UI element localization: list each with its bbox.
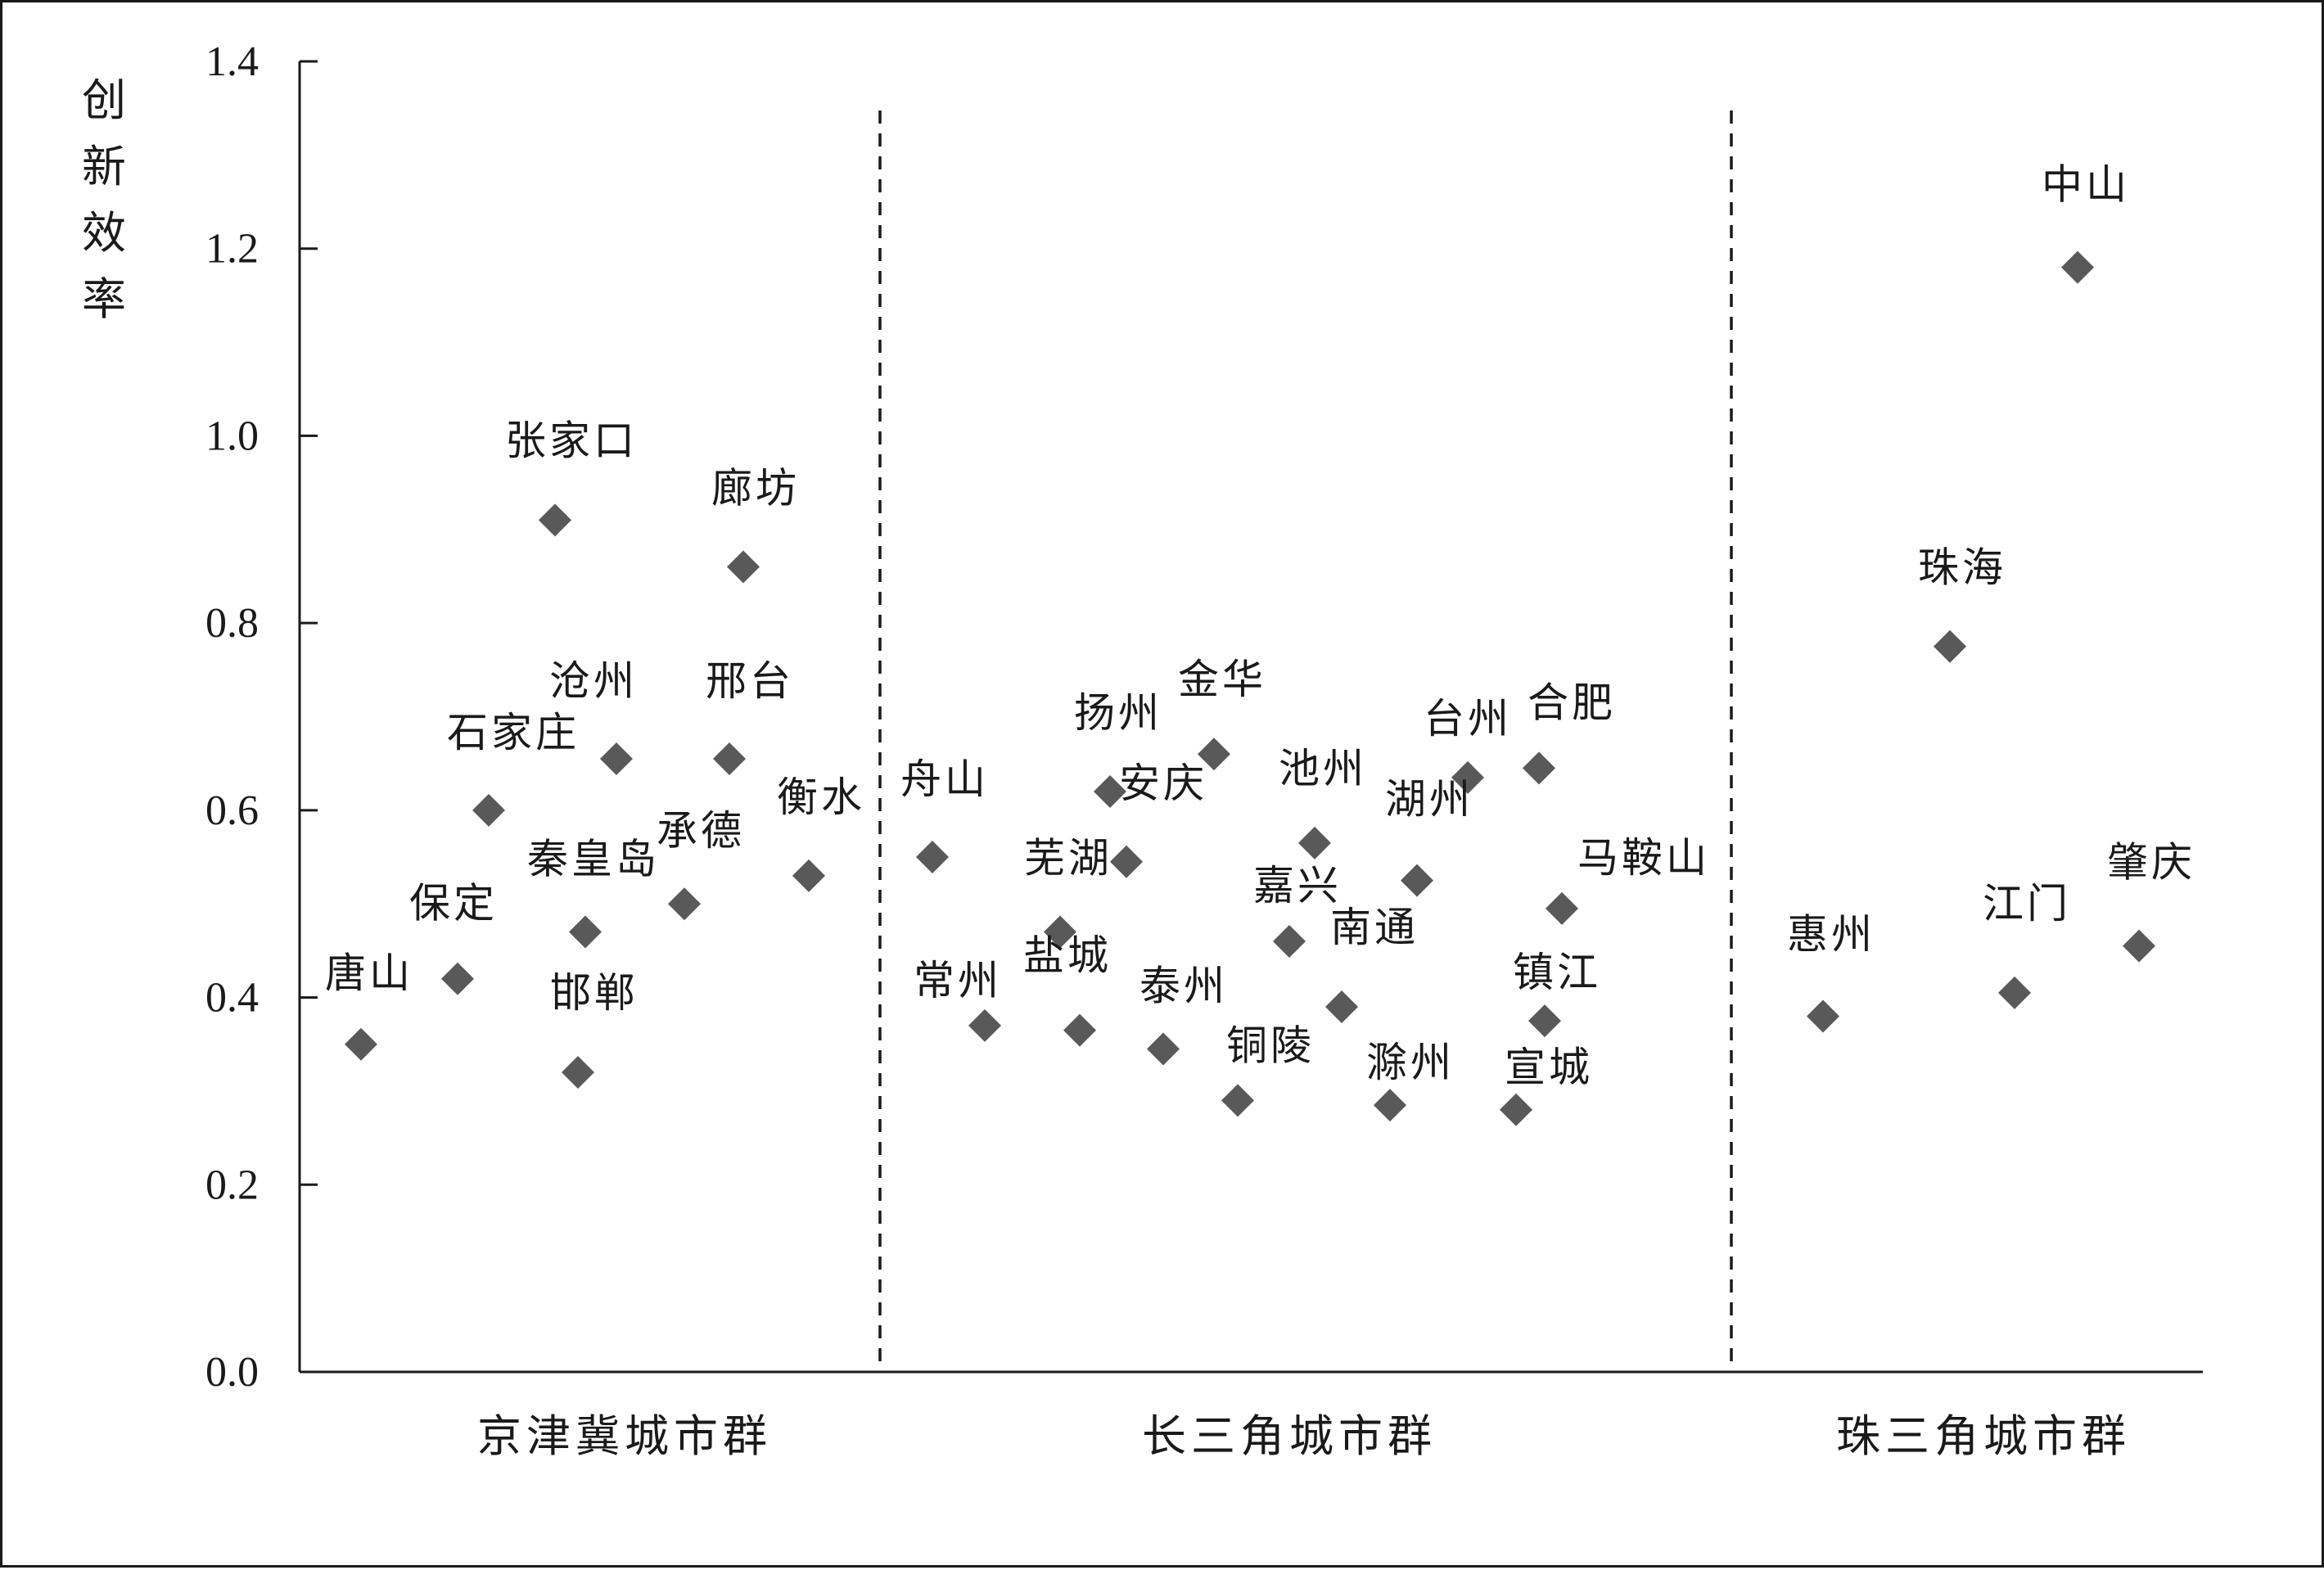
data-point xyxy=(792,859,825,892)
point-label: 保定 xyxy=(409,880,498,927)
data-point xyxy=(1500,1093,1532,1126)
group-label: 京津冀城市群 xyxy=(477,1410,772,1462)
point-label: 常州 xyxy=(914,957,1002,1004)
group-label: 珠三角城市群 xyxy=(1836,1410,2131,1462)
point-label: 湖州 xyxy=(1385,776,1473,823)
point-label: 承德 xyxy=(657,807,745,855)
y-axis-label-char: 新 xyxy=(82,141,126,192)
group-labels: 京津冀城市群 长三角城市群 珠三角城市群 xyxy=(477,1410,2131,1462)
data-points xyxy=(345,250,2155,1126)
data-point xyxy=(1273,924,1306,958)
point-label: 中山 xyxy=(2042,161,2130,209)
data-point xyxy=(600,742,633,775)
y-tick-label: 1.4 xyxy=(205,38,259,85)
data-point xyxy=(668,887,701,921)
data-point xyxy=(1934,629,1966,663)
point-label: 邯郸 xyxy=(550,969,639,1017)
point-label: 池州 xyxy=(1279,745,1367,792)
point-label: 邢台 xyxy=(706,657,794,705)
point-label: 唐山 xyxy=(325,950,413,997)
data-point xyxy=(1374,1089,1406,1122)
point-label: 台州 xyxy=(1424,695,1512,742)
data-point xyxy=(2123,929,2155,963)
y-axis-label-char: 创 xyxy=(82,74,126,126)
data-point xyxy=(1807,999,1839,1033)
point-label: 沧州 xyxy=(549,657,638,705)
data-point xyxy=(472,793,505,827)
y-ticks: 0.0 0.2 0.4 0.6 0.8 1.0 1.2 1.4 xyxy=(205,38,318,1396)
data-point xyxy=(1451,760,1484,794)
point-label: 金华 xyxy=(1178,656,1266,703)
y-tick-label: 1.2 xyxy=(205,226,259,273)
point-label: 江门 xyxy=(1983,880,2071,927)
y-tick-label: 0.0 xyxy=(205,1349,259,1396)
point-label: 盐城 xyxy=(1023,932,1112,980)
data-point xyxy=(1528,1004,1561,1038)
data-point xyxy=(539,503,571,537)
data-point xyxy=(1063,1013,1096,1047)
data-point xyxy=(569,915,602,949)
data-point xyxy=(1221,1084,1254,1117)
data-point xyxy=(1147,1032,1180,1066)
point-label: 马鞍山 xyxy=(1577,834,1710,882)
data-point xyxy=(1094,774,1126,808)
data-point xyxy=(968,1008,1001,1042)
point-label: 芜湖 xyxy=(1024,835,1112,882)
data-point xyxy=(1110,845,1143,878)
data-point xyxy=(916,841,949,874)
data-point xyxy=(1523,751,1555,785)
point-label: 惠州 xyxy=(1787,910,1875,958)
data-point xyxy=(713,742,746,775)
data-point xyxy=(562,1056,594,1090)
data-point xyxy=(1546,891,1578,925)
point-label: 南通 xyxy=(1330,904,1419,951)
point-label: 宣城 xyxy=(1505,1044,1593,1091)
point-label: 铜陵 xyxy=(1226,1022,1315,1069)
data-point xyxy=(1198,738,1230,771)
y-tick-label: 0.8 xyxy=(205,600,259,647)
data-point xyxy=(345,1027,377,1061)
point-label: 石家庄 xyxy=(447,709,580,756)
data-point xyxy=(1298,826,1331,859)
point-label: 衡水 xyxy=(777,774,865,821)
data-point xyxy=(1998,976,2031,1009)
point-label: 合肥 xyxy=(1528,679,1616,726)
point-label: 廊坊 xyxy=(711,465,800,512)
point-label: 张家口 xyxy=(505,417,638,464)
point-label: 肇庆 xyxy=(2107,839,2195,887)
y-axis-label-char: 效 xyxy=(82,207,126,259)
point-label: 扬州 xyxy=(1074,689,1162,737)
point-label: 舟山 xyxy=(900,756,989,803)
point-label: 滁州 xyxy=(1366,1039,1455,1086)
y-tick-label: 1.0 xyxy=(205,413,259,459)
data-point xyxy=(441,962,474,995)
data-point xyxy=(1044,915,1076,949)
y-tick-label: 0.2 xyxy=(205,1162,259,1208)
point-label: 嘉兴 xyxy=(1253,862,1342,909)
group-separators xyxy=(878,111,1733,1372)
group-label: 长三角城市群 xyxy=(1142,1410,1437,1462)
point-label: 秦皇岛 xyxy=(527,836,660,883)
y-axis-label-char: 率 xyxy=(82,273,126,325)
data-point xyxy=(1401,864,1433,897)
point-label: 镇江 xyxy=(1513,949,1601,996)
data-point xyxy=(2061,250,2094,284)
data-point xyxy=(727,550,760,584)
data-point xyxy=(1325,990,1358,1024)
y-tick-label: 0.4 xyxy=(205,975,259,1022)
point-label: 珠海 xyxy=(1918,544,2006,592)
point-label: 安庆 xyxy=(1119,760,1207,807)
axes xyxy=(298,61,2203,1374)
point-label: 泰州 xyxy=(1139,962,1228,1009)
y-tick-label: 0.6 xyxy=(205,787,259,834)
